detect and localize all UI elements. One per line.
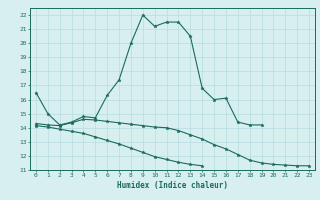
X-axis label: Humidex (Indice chaleur): Humidex (Indice chaleur) bbox=[117, 181, 228, 190]
